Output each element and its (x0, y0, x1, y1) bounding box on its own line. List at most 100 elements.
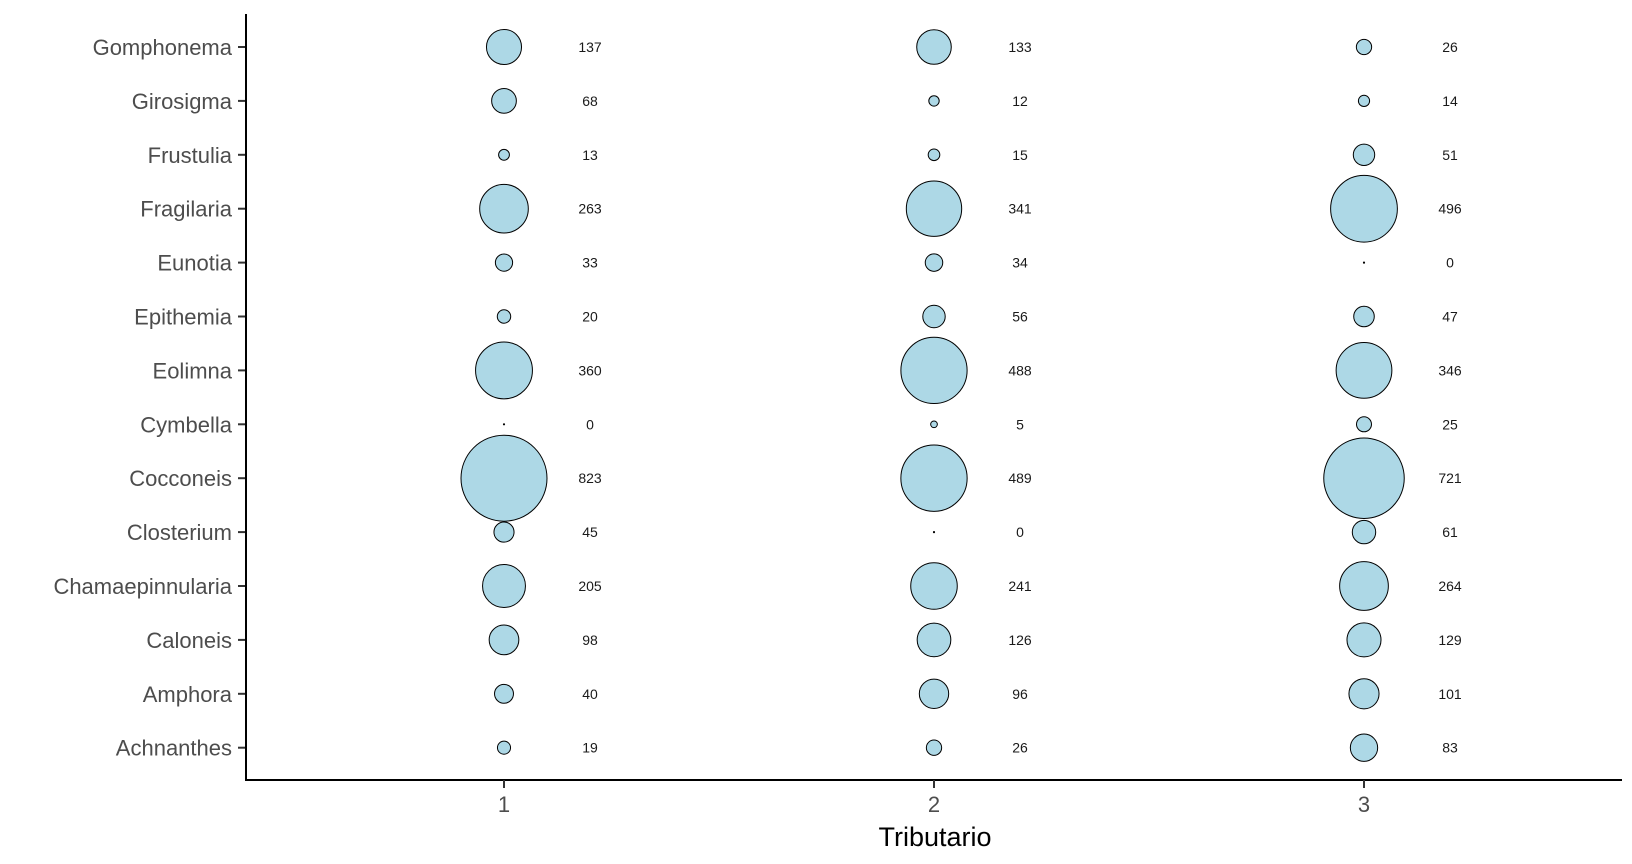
value-label-frustulia-2: 15 (1012, 147, 1028, 163)
bubble-achnanthes-3 (1349, 733, 1379, 762)
y-tick-label-epithemia: Epithemia (134, 305, 233, 330)
x-axis-title: Tributario (878, 822, 991, 852)
value-label-gomphonema-1: 137 (578, 39, 602, 55)
bubble-amphora-3 (1348, 678, 1380, 710)
value-label-achnanthes-1: 19 (582, 740, 598, 756)
bubble-cymbella-3 (1356, 416, 1372, 433)
bubble-caloneis-2 (916, 622, 952, 658)
bubble-gomphonema-3 (1355, 38, 1373, 56)
bubble-eolimna-3 (1335, 342, 1393, 399)
y-tick-label-cymbella: Cymbella (140, 412, 232, 437)
value-label-eunotia-3: 0 (1446, 255, 1454, 271)
bubble-caloneis-3 (1346, 622, 1382, 658)
bubble-epithemia-1 (496, 309, 512, 324)
bubble-epithemia-2 (922, 304, 946, 329)
bubble-gomphonema-2 (916, 29, 952, 65)
bubble-cocconeis-1 (460, 434, 548, 522)
bubble-cocconeis-2 (900, 444, 968, 512)
value-label-caloneis-3: 129 (1438, 632, 1462, 648)
value-label-eolimna-3: 346 (1438, 362, 1462, 378)
value-label-eunotia-2: 34 (1012, 255, 1028, 271)
value-label-cocconeis-3: 721 (1438, 470, 1462, 486)
value-label-girosigma-2: 12 (1012, 93, 1028, 109)
value-label-fragilaria-2: 341 (1008, 201, 1032, 217)
bubble-fragilaria-3 (1330, 174, 1398, 243)
x-tick-label-1: 1 (498, 792, 510, 817)
value-label-eolimna-2: 488 (1008, 362, 1032, 378)
value-label-epithemia-3: 47 (1442, 309, 1458, 325)
bubble-girosigma-2 (928, 95, 940, 107)
value-label-chamaepinnularia-1: 205 (578, 578, 602, 594)
bubbles (460, 28, 1405, 762)
bubble-cymbella-1 (502, 423, 506, 426)
bubble-caloneis-1 (488, 624, 520, 656)
bubble-frustulia-2 (927, 148, 941, 162)
value-label-cocconeis-2: 489 (1008, 470, 1032, 486)
value-label-cymbella-1: 0 (586, 416, 594, 432)
value-label-epithemia-2: 56 (1012, 309, 1028, 325)
bubble-closterium-1 (493, 521, 515, 543)
bubble-eolimna-2 (900, 336, 968, 405)
bubble-eunotia-3 (1362, 261, 1366, 264)
y-axis-tick-labels: Gomphonema Girosigma Frustulia Fragilaria Eu… (53, 35, 232, 761)
value-label-caloneis-1: 98 (582, 632, 598, 648)
value-label-cymbella-2: 5 (1016, 416, 1024, 432)
value-label-closterium-1: 45 (582, 524, 598, 540)
bubble-frustulia-1 (498, 148, 510, 161)
y-tick-label-caloneis: Caloneis (146, 628, 232, 653)
y-tick-label-amphora: Amphora (143, 682, 233, 707)
value-label-fragilaria-3: 496 (1438, 201, 1462, 217)
bubble-cymbella-2 (930, 420, 938, 429)
bubble-eolimna-1 (475, 341, 533, 400)
bubble-girosigma-1 (491, 88, 517, 114)
y-axis-ticks (238, 46, 246, 749)
value-label-amphora-3: 101 (1438, 686, 1462, 702)
bubble-gomphonema-1 (485, 28, 523, 66)
y-tick-label-cocconeis: Cocconeis (129, 466, 232, 491)
bubble-fragilaria-1 (479, 183, 529, 234)
value-label-gomphonema-3: 26 (1442, 39, 1458, 55)
bubble-fragilaria-2 (905, 180, 963, 237)
value-label-cymbella-3: 25 (1442, 416, 1458, 432)
value-label-chamaepinnularia-3: 264 (1438, 578, 1462, 594)
bubble-amphora-1 (494, 683, 514, 704)
y-tick-label-achnanthes: Achnanthes (116, 736, 232, 761)
y-tick-label-girosigma: Girosigma (132, 89, 233, 114)
y-tick-label-chamaepinnularia: Chamaepinnularia (53, 574, 232, 599)
bubble-chamaepinnularia-3 (1339, 561, 1389, 611)
bubble-achnanthes-1 (496, 740, 512, 755)
bubble-chamaepinnularia-1 (482, 564, 526, 608)
bubble-achnanthes-2 (925, 739, 943, 756)
x-tick-label-2: 2 (928, 792, 940, 817)
value-label-achnanthes-3: 83 (1442, 740, 1458, 756)
bubble-chamaepinnularia-2 (910, 562, 958, 610)
value-label-caloneis-2: 126 (1008, 632, 1032, 648)
value-label-closterium-3: 61 (1442, 524, 1458, 540)
bubble-closterium-3 (1351, 519, 1377, 545)
value-label-girosigma-3: 14 (1442, 93, 1458, 109)
value-label-gomphonema-2: 133 (1008, 39, 1032, 55)
value-label-achnanthes-2: 26 (1012, 740, 1028, 756)
bubble-epithemia-3 (1353, 305, 1375, 328)
bubble-cocconeis-3 (1323, 437, 1405, 519)
bubble-eunotia-1 (494, 253, 514, 272)
value-label-frustulia-1: 13 (582, 147, 598, 163)
value-label-amphora-2: 96 (1012, 686, 1028, 702)
value-label-cocconeis-1: 823 (578, 470, 602, 486)
value-label-epithemia-1: 20 (582, 309, 598, 325)
bubble-eunotia-2 (924, 253, 944, 272)
value-label-frustulia-3: 51 (1442, 147, 1458, 163)
value-label-fragilaria-1: 263 (578, 201, 602, 217)
x-axis-ticks (503, 780, 1365, 788)
value-label-eunotia-1: 33 (582, 255, 598, 271)
bubble-frustulia-3 (1352, 143, 1376, 167)
value-label-eolimna-1: 360 (578, 362, 602, 378)
x-axis-tick-labels: 1 2 3 (498, 792, 1370, 817)
value-label-closterium-2: 0 (1016, 524, 1024, 540)
bubble-closterium-2 (932, 531, 936, 534)
value-label-amphora-1: 40 (582, 686, 598, 702)
y-tick-label-eolimna: Eolimna (153, 358, 233, 383)
value-labels: 137 133 26 68 12 14 13 15 51 263 341 496 33 34 0 20 56 47… (578, 39, 1462, 756)
y-tick-label-fragilaria: Fragilaria (140, 197, 232, 222)
